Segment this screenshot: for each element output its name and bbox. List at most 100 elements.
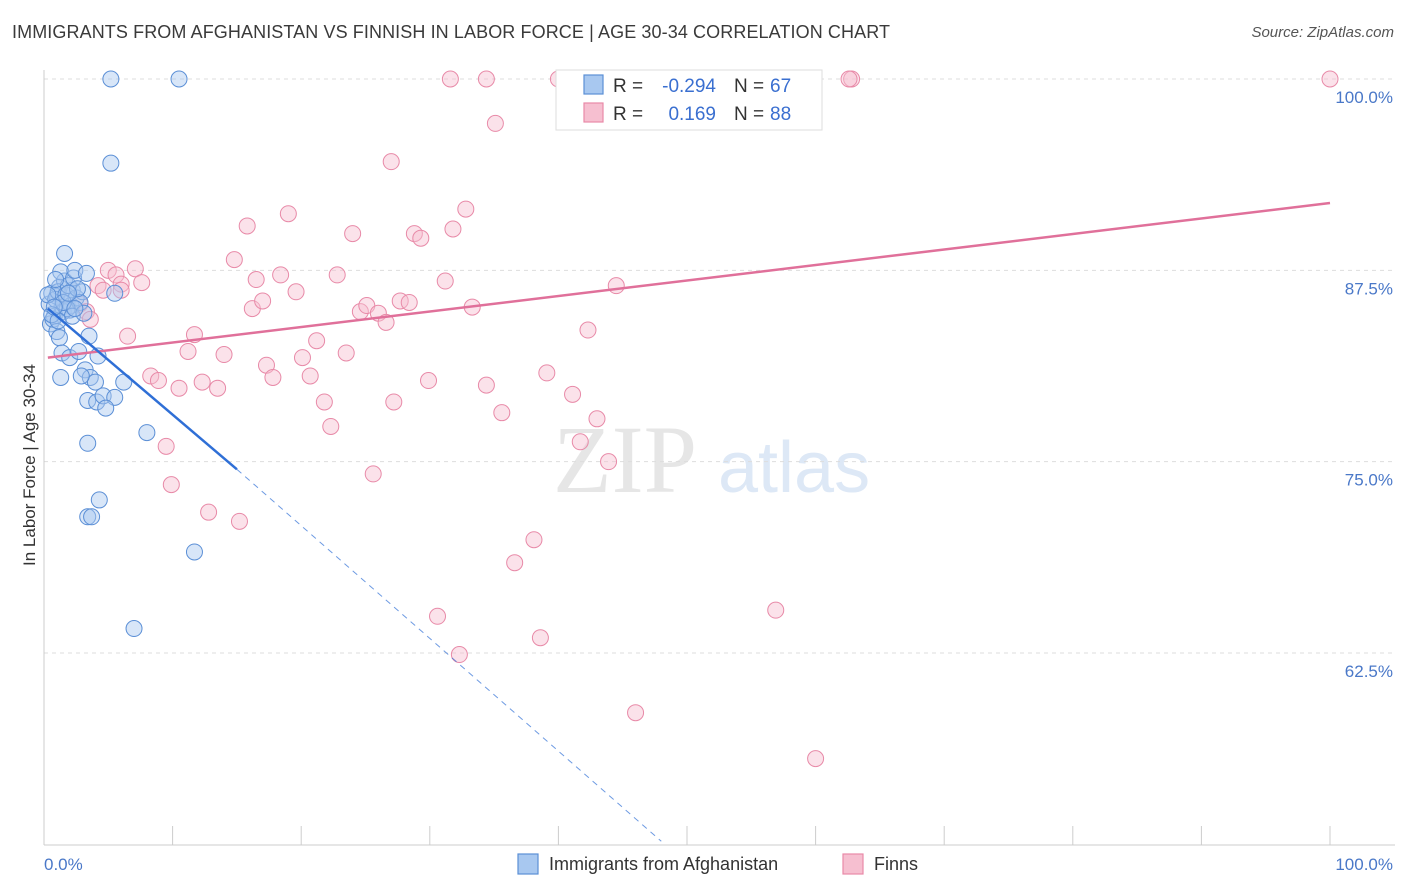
- finns-point: [179, 342, 197, 360]
- finns-point: [200, 503, 218, 521]
- finns-point: [308, 332, 326, 350]
- finns-point: [193, 373, 211, 391]
- afghanistan-point: [138, 424, 156, 442]
- finns-point: [107, 266, 125, 284]
- finns-point: [315, 393, 333, 411]
- afghanistan-point: [68, 280, 86, 298]
- afghanistan-point: [59, 284, 77, 302]
- trend-lines: [47, 201, 1331, 842]
- finns-point: [254, 292, 272, 310]
- afghanistan-trend-extension: [236, 468, 662, 842]
- finns-point: [450, 646, 468, 664]
- series-legend: Immigrants from Afghanistan Finns: [517, 853, 918, 875]
- legend-n-value-1: 67: [770, 76, 791, 97]
- finns-point: [391, 292, 409, 310]
- bottom-legend-swatch-blue: [517, 853, 539, 875]
- finns-point: [301, 367, 319, 385]
- finns-point: [400, 293, 418, 311]
- bottom-legend-label-2: Finns: [874, 854, 918, 874]
- afghanistan-points: [39, 70, 203, 638]
- afghanistan-point: [75, 304, 93, 322]
- tick-labels: 62.5% 75.0% 87.5% 100.0% 0.0% 100.0%: [44, 88, 1393, 874]
- finns-point: [344, 225, 362, 243]
- afghanistan-point: [97, 399, 115, 417]
- y-axis-label: In Labor Force | Age 30-34: [20, 364, 39, 566]
- finns-point: [420, 372, 438, 390]
- finns-point: [412, 229, 430, 247]
- afghanistan-point: [50, 329, 68, 347]
- finns-point: [525, 531, 543, 549]
- legend-r-label-2: R =: [613, 104, 643, 125]
- finns-point: [385, 393, 403, 411]
- finns-point: [247, 271, 265, 289]
- afghanistan-point: [125, 620, 143, 638]
- bottom-legend-swatch-pink: [842, 853, 864, 875]
- finns-point: [564, 385, 582, 403]
- finns-point: [571, 433, 589, 451]
- y-tick-label: 75.0%: [1345, 471, 1393, 490]
- finns-point: [328, 266, 346, 284]
- finns-point: [287, 283, 305, 301]
- legend-n-label-2: N =: [734, 104, 764, 125]
- finns-point: [607, 277, 625, 295]
- finns-point: [588, 410, 606, 428]
- legend-swatch-blue: [583, 74, 604, 95]
- afghanistan-point: [80, 327, 98, 345]
- finns-point: [531, 629, 549, 647]
- finns-point: [477, 70, 495, 88]
- afghanistan-point: [170, 70, 188, 88]
- finns-point: [600, 453, 618, 471]
- finns-point: [293, 349, 311, 367]
- bottom-legend-label-1: Immigrants from Afghanistan: [549, 854, 778, 874]
- x-tick-label: 0.0%: [44, 855, 83, 874]
- y-tick-label: 62.5%: [1345, 662, 1393, 681]
- afghanistan-point: [77, 264, 95, 282]
- legend-n-value-2: 88: [770, 104, 791, 125]
- chart-title: IMMIGRANTS FROM AFGHANISTAN VS FINNISH I…: [12, 22, 891, 42]
- finns-point: [840, 70, 858, 88]
- finns-point: [112, 275, 130, 293]
- finns-point: [486, 114, 504, 132]
- afghanistan-point: [88, 393, 106, 411]
- legend-r-value-2: 0.169: [668, 104, 716, 125]
- finns-point: [767, 601, 785, 619]
- correlation-legend: R = -0.294 N = 67 R = 0.169 N = 88: [555, 69, 823, 131]
- afghanistan-point: [102, 154, 120, 172]
- afghanistan-trend-line: [47, 307, 238, 471]
- finns-trend-line: [47, 201, 1331, 359]
- afghanistan-point: [52, 368, 70, 386]
- finns-point: [579, 321, 597, 339]
- finns-point: [170, 379, 188, 397]
- afghanistan-point: [90, 491, 108, 509]
- finns-point: [477, 376, 495, 394]
- finns-point: [506, 554, 524, 572]
- grid-lines: [44, 78, 1395, 654]
- finns-point: [272, 266, 290, 284]
- finns-point: [225, 251, 243, 269]
- afghanistan-point: [86, 373, 104, 391]
- afghanistan-point: [102, 70, 120, 88]
- finns-point: [382, 153, 400, 171]
- finns-point: [538, 364, 556, 382]
- afghanistan-point: [70, 342, 88, 360]
- finns-point: [444, 220, 462, 238]
- afghanistan-point: [79, 508, 97, 526]
- axes: [43, 70, 1395, 846]
- finns-point: [149, 372, 167, 390]
- finns-point: [807, 750, 825, 768]
- source-label: Source: ZipAtlas.com: [1251, 24, 1394, 41]
- finns-point: [215, 346, 233, 364]
- finns-point: [89, 277, 107, 295]
- afghanistan-point: [79, 434, 97, 452]
- afghanistan-point: [66, 300, 84, 318]
- finns-point: [157, 437, 175, 455]
- finns-point: [264, 368, 282, 386]
- afghanistan-point: [56, 244, 74, 262]
- finns-point: [119, 327, 137, 345]
- legend-swatch-pink: [583, 102, 604, 123]
- finns-point: [429, 607, 447, 625]
- finns-point: [337, 344, 355, 362]
- finns-point: [238, 217, 256, 235]
- legend-n-label-1: N =: [734, 76, 764, 97]
- watermark-atlas: atlas: [718, 428, 870, 508]
